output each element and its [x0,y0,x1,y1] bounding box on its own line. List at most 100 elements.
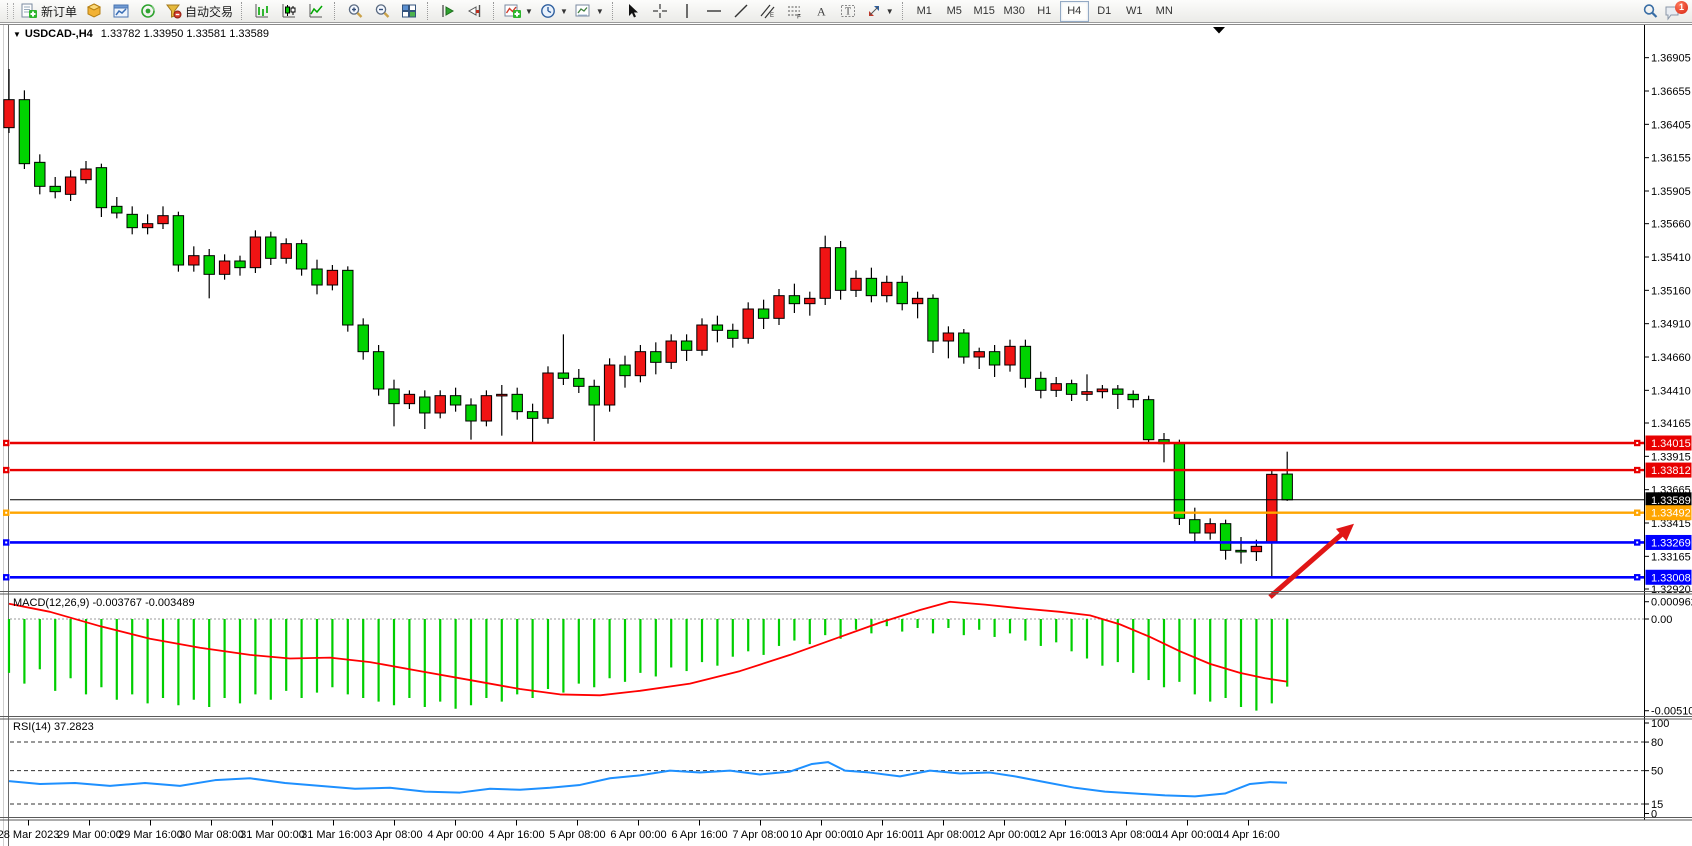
price-axis-label: 1.36155 [1651,153,1691,165]
autotrade-label: 自动交易 [185,4,234,19]
candlestick-mode-button[interactable] [276,0,302,22]
price-level-badge [1645,435,1692,451]
channel-tool-button[interactable]: E [755,0,781,22]
chart-title: ▼ USDCAD-,H4 1.33782 1.33950 1.33581 1.335… [13,28,269,40]
tab-timeframe-w1[interactable]: W1 [1125,4,1143,17]
candle-body [326,269,339,286]
bar-chart-mode-button[interactable] [249,0,275,22]
chart-shift-button[interactable] [462,0,488,22]
time-axis-label: 11 Apr 08:00 [913,829,975,841]
price-level-badge [1645,534,1692,550]
new-order-button[interactable]: 新订单 [18,0,80,22]
dropdown-caret: ▼ [885,6,894,16]
candle-body [619,364,631,377]
candle-body [942,332,955,342]
price-level-badge [1645,505,1692,521]
candle-body [788,295,801,305]
candle-body [757,308,770,319]
candle-body [218,260,231,275]
time-axis-label: 29 Mar 16:00 [118,829,183,841]
vertical-line-tool-button[interactable] [674,0,700,22]
tab-timeframe-m15[interactable]: M15 [973,4,995,17]
candle-body [1004,345,1016,366]
trendline-tool-button[interactable] [728,0,754,22]
candle-body [881,281,893,297]
time-axis-label: 29 Mar 00:00 [57,829,122,841]
macd-axis-label: 0.000962 [1651,597,1692,609]
time-axis-label: 10 Apr 00:00 [790,829,852,841]
text-label-tool-button[interactable]: T [836,0,862,22]
candle-body [1050,383,1062,391]
search-button[interactable] [1637,0,1663,22]
vertical-line-icon [686,4,688,18]
line-handle-right [1636,576,1639,579]
price-axis-label: 1.34660 [1651,352,1691,364]
market-watch-button[interactable] [81,0,107,22]
candle-body [434,395,446,414]
signals-button[interactable] [135,0,161,22]
price-axis-label: 1.35160 [1651,285,1691,297]
periods-button[interactable]: ▼ [537,0,571,22]
tile-windows-button[interactable] [396,0,422,22]
tab-timeframe-m5[interactable]: M5 [946,4,962,17]
candle-body [95,167,108,209]
candle-body [650,351,662,363]
crosshair-tool-button[interactable] [647,0,673,22]
zoom-in-button[interactable] [342,0,368,22]
tab-timeframe-h4[interactable]: H4 [1059,0,1089,22]
trendline-icon [734,4,748,18]
candle-body [804,297,816,305]
text-icon: A [817,5,826,19]
indicators-icon [504,4,522,18]
candlestick-icon [282,4,296,18]
tab-timeframe-mn[interactable]: MN [1155,4,1173,17]
price-level-badge [1645,492,1692,508]
candle-body [157,215,169,225]
svg-text:E: E [770,13,774,19]
candle-body [419,396,431,414]
crosshair-icon [652,4,667,18]
chart-window-button[interactable] [108,0,134,22]
search-icon [1643,4,1657,18]
toolbar-separator [611,2,615,20]
candle-body [496,393,508,397]
templates-button[interactable]: ▼ [572,0,607,22]
signal-icon [141,4,155,18]
price-axis-label: 1.34165 [1651,418,1691,430]
line-handle-left [5,442,8,444]
toolbar-grip[interactable] [7,3,14,19]
notifications-button[interactable]: 1 [1664,1,1688,21]
candle-body [449,395,462,406]
autotrading-button[interactable]: 自动交易 [162,0,236,22]
candle-body [1127,393,1139,401]
tab-timeframe-m1[interactable]: M1 [916,4,932,17]
channel-icon: E [760,4,775,19]
candle-body [141,223,154,229]
candle-body [588,385,600,406]
arrows-tool-button[interactable]: ▼ [863,0,897,22]
tab-timeframe-h1[interactable]: H1 [1037,4,1052,17]
tab-timeframe-m30[interactable]: M30 [1003,4,1025,17]
line-chart-mode-button[interactable] [303,0,329,22]
one-click-trading-icon[interactable]: ▼ [13,30,21,39]
ohlc-values: 1.33782 1.33950 1.33581 1.33589 [100,28,269,40]
horizontal-line-tool-button[interactable] [701,0,727,22]
tab-timeframe-d1[interactable]: D1 [1097,4,1112,17]
price-level-badge-text: 1.33812 [1651,465,1691,477]
candle-body [1189,519,1201,534]
auto-scroll-button[interactable] [435,0,461,22]
new-order-icon [21,3,37,18]
price-axis-label: 1.35410 [1651,252,1691,264]
text-tool-button[interactable]: A [809,0,835,22]
toolbar-separator [493,2,496,20]
main-toolbar: 新订单 [0,0,1692,23]
chart-canvas[interactable]: 1.36905 1.36655 1.36405 1.36155 1.35905 1.356… [0,23,1692,846]
price-level-badge [1645,569,1692,585]
time-axis-label: 31 Mar 00:00 [240,829,305,841]
zoom-out-button[interactable] [369,0,395,22]
cursor-tool-button[interactable] [620,0,646,22]
toolbar-separator [241,2,244,20]
indicators-button[interactable]: ▼ [501,0,536,22]
fibonacci-tool-button[interactable]: F [782,0,808,22]
candle-body [958,332,970,358]
